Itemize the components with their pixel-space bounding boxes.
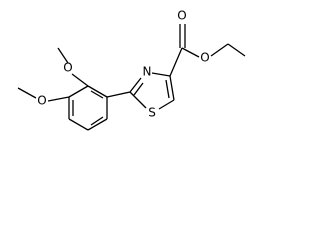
- bond: [129, 91, 147, 109]
- bond: [210, 43, 229, 57]
- bond: [68, 118, 89, 131]
- bond: [129, 77, 142, 93]
- bond: [68, 85, 89, 98]
- bonds: [17, 24, 246, 131]
- bond: [165, 79, 170, 99]
- bond: [17, 87, 37, 99]
- bond: [151, 72, 171, 77]
- bond: [87, 85, 108, 98]
- atom-label: O: [37, 94, 46, 108]
- bond: [57, 47, 69, 64]
- structure: O O N S O O: [17, 9, 246, 131]
- atom-label: N: [143, 65, 152, 79]
- atom-label: O: [200, 51, 209, 65]
- bond: [169, 47, 183, 77]
- page: O O N S O O (() => { const data = JSON.p…: [17, 8, 246, 131]
- bond: [133, 82, 144, 96]
- bond: [90, 116, 104, 126]
- bond: [87, 118, 108, 131]
- bond: [169, 75, 175, 101]
- bond: [158, 99, 175, 110]
- bond: [227, 43, 246, 57]
- bond: [47, 96, 70, 102]
- bond: [181, 47, 200, 58]
- bond: [90, 90, 104, 99]
- atom-label: O: [177, 9, 186, 23]
- bond: [106, 91, 131, 98]
- atom-label: O: [63, 61, 72, 75]
- atom-label: S: [148, 106, 156, 120]
- bond: [71, 73, 89, 87]
